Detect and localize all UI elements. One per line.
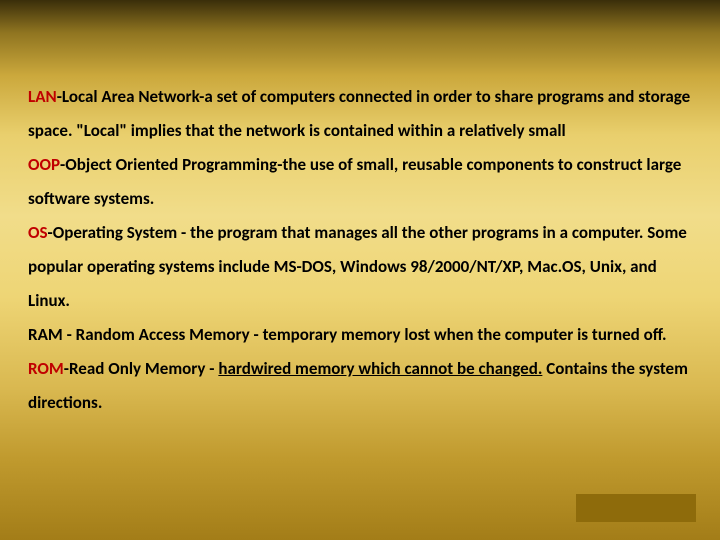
term-rom: ROM: [28, 358, 64, 379]
expansion-rom: -Read Only Memory: [64, 358, 206, 379]
body-rom-pre: -: [205, 358, 218, 379]
term-lan: LAN: [28, 86, 57, 107]
body-rom-underlined: hardwired memory which cannot be changed…: [218, 358, 542, 379]
term-ram: RAM: [28, 324, 63, 345]
expansion-ram: - Random Access Memory: [63, 324, 250, 345]
body-ram: - temporary memory lost when the compute…: [250, 324, 667, 345]
expansion-oop: -Object Oriented Programming-: [60, 154, 282, 175]
term-oop: OOP: [28, 154, 60, 175]
slide-body: LAN-Local Area Network-a set of computer…: [0, 0, 720, 540]
expansion-lan: -Local Area Network-: [57, 86, 205, 107]
term-os: OS: [28, 222, 48, 243]
expansion-os: -Operating System: [48, 222, 178, 243]
definitions-block: LAN-Local Area Network-a set of computer…: [28, 80, 692, 420]
footer-accent-box: [576, 494, 696, 522]
